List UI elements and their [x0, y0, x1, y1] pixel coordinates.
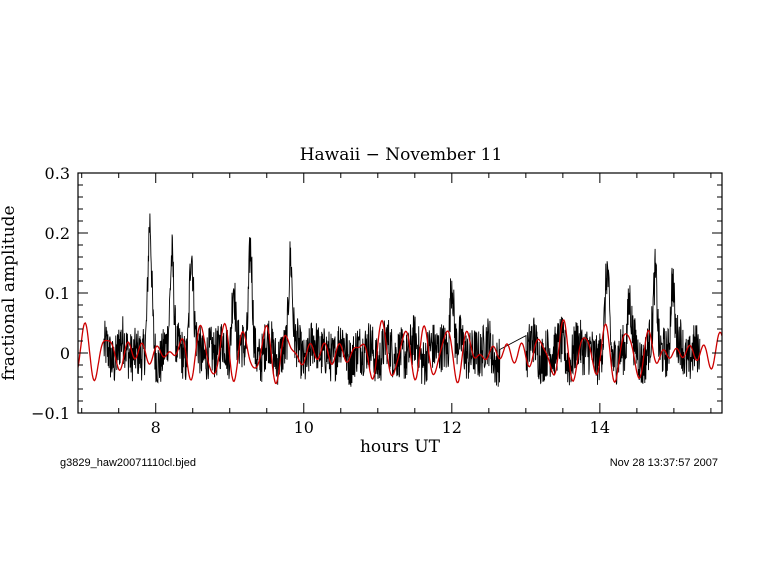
- footer-timestamp: Nov 28 13:37:57 2007: [610, 457, 718, 469]
- x-tick-label: 8: [151, 418, 161, 437]
- chart-title: Hawaii − November 11: [300, 145, 503, 165]
- y-tick-label: 0.2: [45, 224, 70, 243]
- axis-ticks: [78, 172, 722, 414]
- plot-frame: [77, 172, 723, 414]
- y-tick-label: 0.1: [45, 284, 70, 303]
- series-fit-curve: [78, 319, 722, 385]
- x-tick-label: 10: [294, 418, 314, 437]
- y-tick-label: 0.3: [45, 164, 70, 183]
- y-tick-label: 0: [60, 344, 70, 363]
- x-tick-label: 14: [590, 418, 610, 437]
- series-light-curve: [103, 213, 701, 387]
- footer-filename: g3829_haw20071110cl.bjed: [60, 457, 196, 469]
- x-axis-label: hours UT: [360, 437, 441, 457]
- y-axis-label: fractional amplitude: [0, 205, 19, 380]
- x-tick-label: 12: [442, 418, 462, 437]
- y-tick-label: −0.1: [31, 404, 70, 423]
- axis-tick-labels: 8 10 12 14 −0.1 0 0.1 0.2 0.3: [31, 164, 610, 437]
